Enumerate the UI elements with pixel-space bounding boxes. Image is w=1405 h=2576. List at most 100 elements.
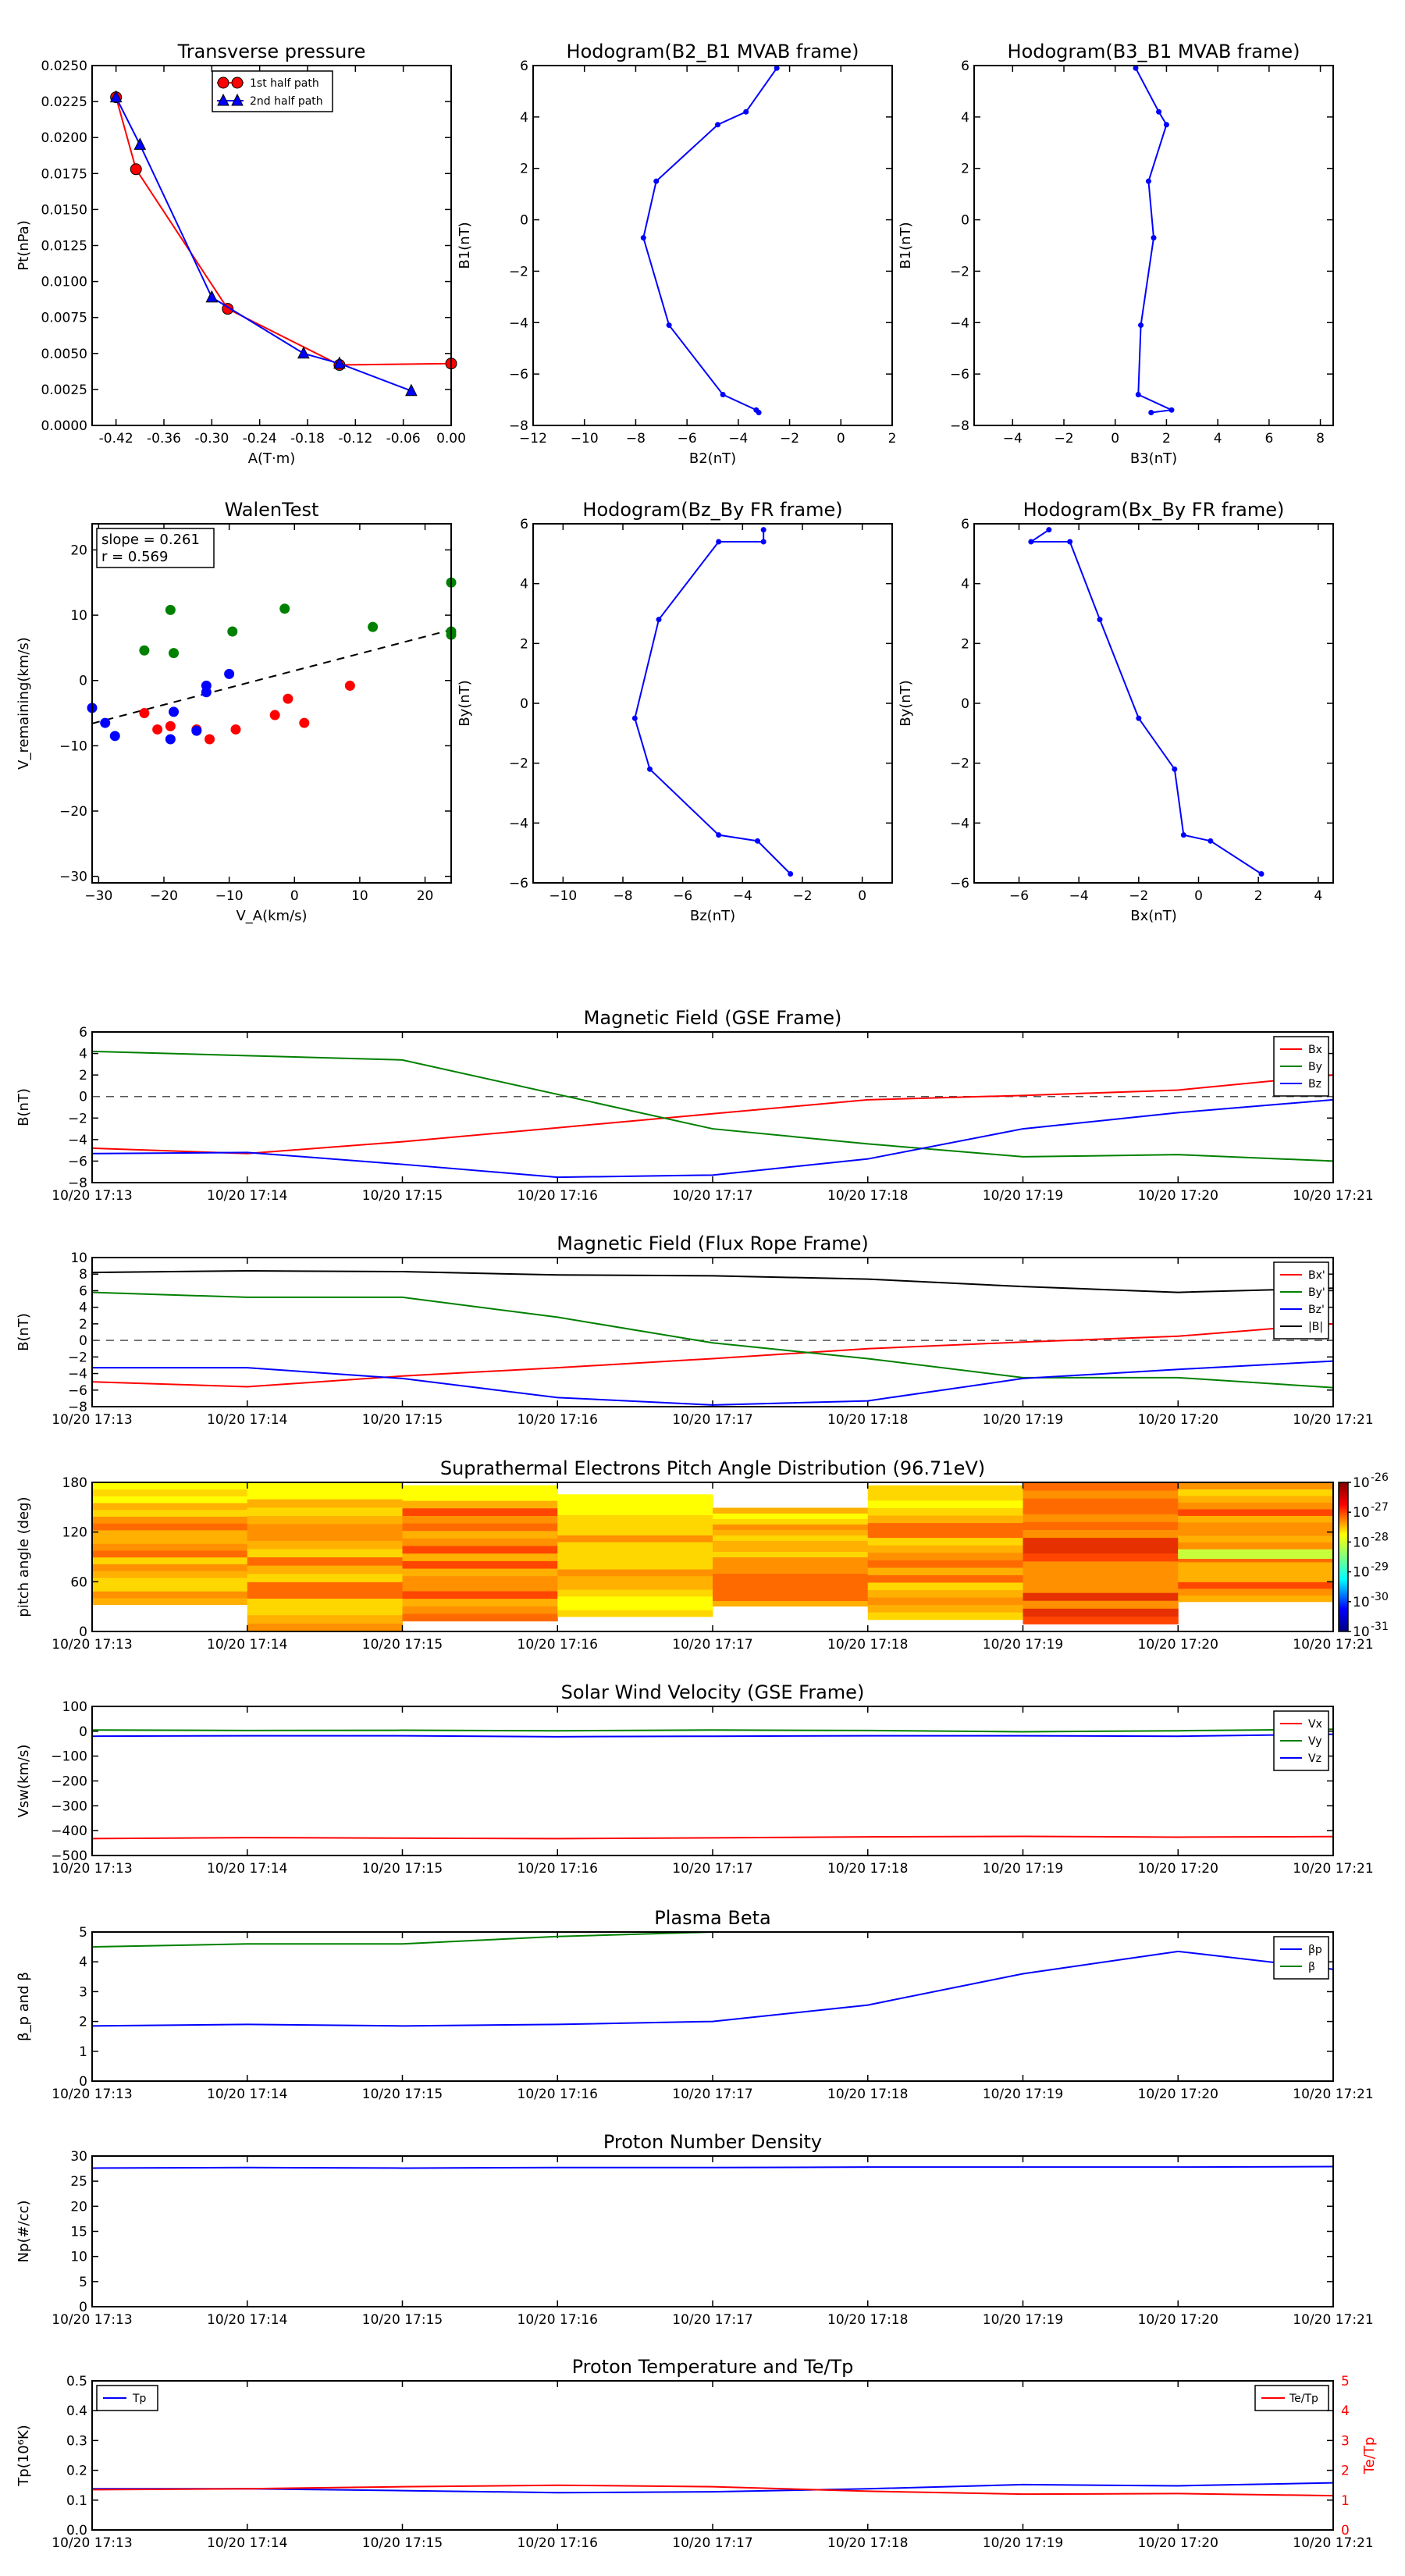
x-tick-label: 10/20 17:20	[1138, 2312, 1218, 2328]
axes-frame	[91, 2380, 1334, 2531]
heatmap-cell	[713, 1573, 869, 1580]
y-axis-label: B(nT)	[16, 1088, 32, 1126]
x-tick-label: −2	[1129, 888, 1148, 904]
y-tick-label: −8	[68, 1176, 87, 1191]
series-line	[91, 1098, 1334, 1179]
y-tick-label: 0	[79, 1724, 87, 1740]
legend-label: By'	[1308, 1286, 1325, 1299]
scatter-point	[230, 724, 241, 735]
scatter-point	[283, 693, 293, 704]
y-tick-label: 2	[520, 162, 528, 177]
legend-label: βp	[1308, 1944, 1322, 1956]
x-tick-label: 10/20 17:19	[983, 1637, 1063, 1653]
y-tick-label: 6	[520, 59, 528, 74]
data-point	[1067, 539, 1073, 545]
x-tick-label: 10/20 17:14	[207, 2535, 287, 2551]
y-tick-label: −2	[68, 1111, 87, 1126]
legend-label: Bx	[1308, 1044, 1322, 1056]
x-tick-label: −4	[1069, 888, 1089, 904]
heatmap-cell	[402, 1507, 558, 1516]
x-tick-label: 10/20 17:15	[362, 2312, 443, 2328]
heatmap-cell	[1023, 1498, 1179, 1507]
y2-tick-label: 3	[1341, 2433, 1350, 2449]
series-line	[91, 1950, 1334, 2027]
heatmap-cell	[92, 1529, 248, 1538]
x-tick-label: 10/20 17:13	[52, 2535, 132, 2551]
heatmap-cell	[1178, 1528, 1334, 1536]
chart-title: Hodogram(Bx_By FR frame)	[1023, 499, 1285, 521]
heatmap-cell	[713, 1551, 869, 1557]
x-tick-label: -0.42	[99, 431, 133, 447]
data-point	[743, 109, 749, 115]
y-axis-label: β_p and β	[16, 1972, 32, 2041]
heatmap-cell	[402, 1553, 558, 1561]
y-tick-label: 6	[520, 517, 528, 532]
x-tick-label: 10/20 17:15	[362, 2087, 443, 2102]
heatmap-cell	[867, 1552, 1023, 1560]
heatmap-cell	[1178, 1521, 1334, 1529]
x-tick-label: 10/20 17:16	[518, 2535, 598, 2551]
y-tick-label: 5	[79, 1925, 87, 1941]
x-tick-label: 8	[1316, 431, 1325, 447]
x-tick-label: -0.24	[243, 431, 277, 447]
plot-area	[92, 1258, 1333, 1407]
y-tick-label: 0.2	[66, 2464, 87, 2479]
y-tick-label: 20	[70, 543, 87, 558]
data-point	[716, 539, 722, 545]
colorbar-exponent: -26	[1371, 1471, 1389, 1484]
x-tick-label: 4	[1214, 431, 1222, 447]
heatmap-cell	[1178, 1568, 1334, 1576]
series-line	[91, 1322, 1334, 1388]
y-axis-label: Vsw(km/s)	[16, 1745, 32, 1818]
plot-area	[974, 524, 1333, 883]
chart-title: Transverse pressure	[177, 41, 366, 62]
x-tick-label: 10/20 17:16	[518, 1188, 598, 1204]
heatmap-cell	[1178, 1574, 1334, 1582]
series-line	[91, 1931, 713, 1948]
data-point	[109, 90, 123, 103]
plot-area	[92, 1032, 1333, 1183]
y-tick-label: 0.0000	[41, 418, 87, 434]
heatmap-cell	[713, 1578, 869, 1585]
series-line	[91, 1291, 1334, 1389]
heatmap-cell	[557, 1562, 713, 1570]
y-tick-label: −4	[509, 315, 528, 331]
data-point	[1148, 410, 1154, 416]
panel-np: Proton Number Density 0 5 10 15 20 25 30 10/20 1…	[16, 2131, 1374, 2328]
x-tick-label: 0	[1111, 431, 1119, 447]
x-tick-label: −6	[1009, 888, 1029, 904]
data-point	[640, 235, 646, 241]
heatmap-cell	[92, 1523, 248, 1531]
panel-hxy: Hodogram(Bx_By FR frame) −6 −4 −2 0 2 4 6 −6 −4 −2…	[898, 499, 1334, 924]
legend-label: 1st half path	[250, 77, 319, 90]
panel-h31: Hodogram(B3_B1 MVAB frame) −8 −6 −4 −2 0 2 4 6 −4…	[898, 41, 1334, 467]
x-tick-label: 0.00	[436, 431, 466, 447]
y-tick-label: −8	[68, 1400, 87, 1415]
x-tick-label: 10/20 17:21	[1293, 1637, 1373, 1653]
x-tick-label: 10/20 17:15	[362, 1861, 443, 1877]
x-tick-label: 10/20 17:20	[1138, 1861, 1218, 1877]
panel-beta: Plasma Beta 0 1 2 3 4 5 10/20 17:13 10/20 17:14 1…	[16, 1907, 1374, 2102]
y-tick-label: −2	[950, 264, 969, 279]
legend-box	[1273, 1936, 1329, 1980]
scatter-point	[165, 604, 176, 615]
y-tick-label: 0.0250	[41, 59, 87, 74]
y-tick-label: −2	[950, 756, 969, 772]
heatmap-cell	[867, 1589, 1023, 1598]
x-tick-label: −2	[792, 888, 812, 904]
chart-title: Solar Wind Velocity (GSE Frame)	[561, 1681, 865, 1703]
heatmap-cell	[92, 1482, 248, 1490]
colorbar-exponent: -28	[1371, 1531, 1389, 1543]
data-point	[1145, 178, 1151, 184]
heatmap-cell	[1178, 1515, 1334, 1523]
y-tick-label: −200	[51, 1774, 87, 1790]
scatter-point	[368, 621, 379, 632]
heatmap-cell	[1023, 1568, 1179, 1578]
y-tick-label: 0.0125	[41, 239, 87, 254]
x-tick-label: 6	[1264, 431, 1273, 447]
x-tick-label: 10/20 17:13	[52, 2087, 132, 2102]
x-tick-label: −10	[549, 888, 577, 904]
series-line	[115, 97, 412, 392]
y-tick-label: 4	[520, 110, 528, 126]
y-tick-label: 15	[70, 2225, 87, 2240]
